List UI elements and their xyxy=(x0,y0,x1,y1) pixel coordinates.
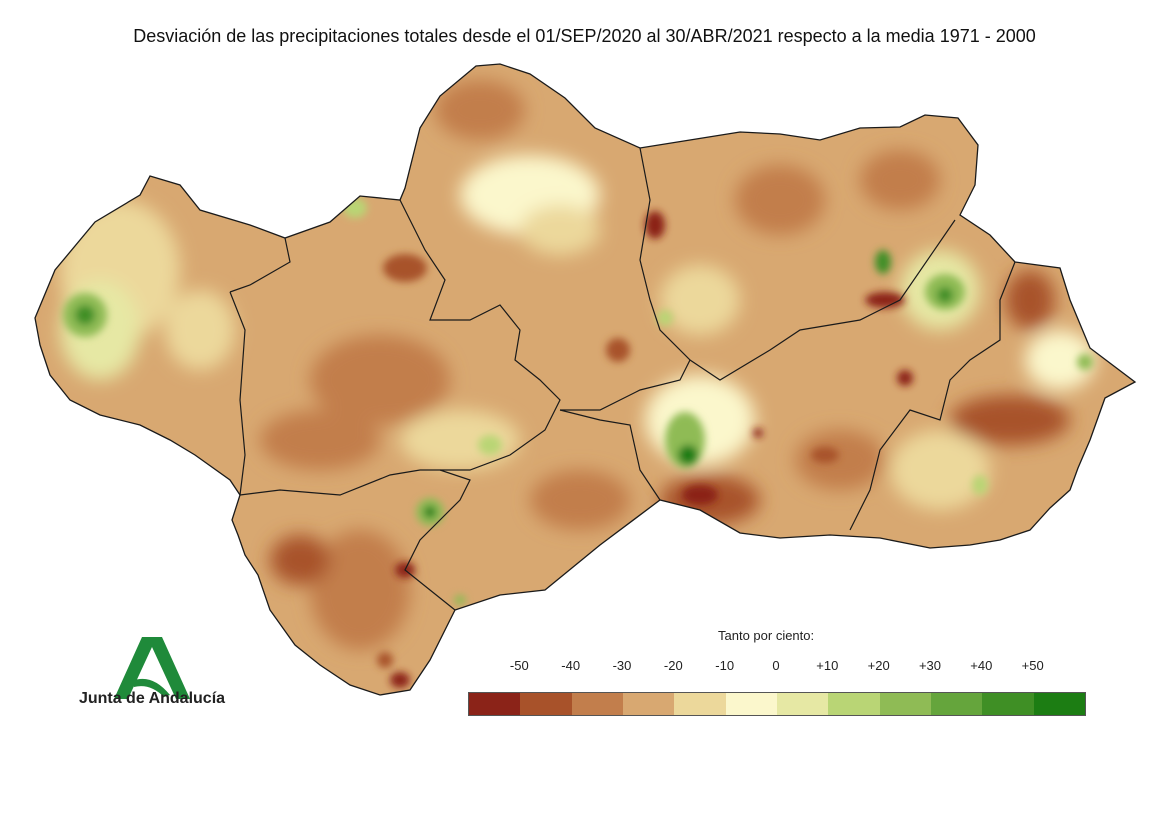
province-borders xyxy=(229,147,1016,611)
legend-swatch-10 xyxy=(982,693,1034,715)
logo-text: Junta de Andalucía xyxy=(78,690,226,707)
legend-color-bar xyxy=(468,692,1086,716)
junta-logo-icon xyxy=(114,637,190,699)
legend-swatch-1 xyxy=(520,693,572,715)
legend-tick-label: -40 xyxy=(561,658,581,673)
legend-swatch-6 xyxy=(776,693,829,715)
legend-tick-label: -20 xyxy=(663,658,683,673)
legend-tick-label: -30 xyxy=(612,658,632,673)
logo-swoosh xyxy=(132,678,170,697)
jaen-granada-border xyxy=(689,219,956,381)
legend-swatch-9 xyxy=(930,693,983,715)
legend-swatch-11 xyxy=(1033,693,1085,715)
legend-swatch-2 xyxy=(571,693,623,715)
legend-tick-label: -50 xyxy=(509,658,529,673)
huelva-sevilla-border xyxy=(229,237,291,496)
granada-almeria-border xyxy=(849,261,1016,531)
legend-swatch-7 xyxy=(828,693,880,715)
cordoba-malaga-border xyxy=(559,409,661,501)
legend-title: Tanto por ciento: xyxy=(718,628,815,643)
sevilla-cadiz-border xyxy=(239,469,471,611)
legend-swatch-8 xyxy=(879,693,931,715)
legend-swatch-0 xyxy=(469,693,521,715)
legend-tick-label: +50 xyxy=(1021,658,1044,673)
legend-tick-label: -10 xyxy=(715,658,735,673)
legend-tick-label: +10 xyxy=(816,658,839,673)
legend-swatch-3 xyxy=(622,693,675,715)
map-title: Desviación de las precipitaciones totale… xyxy=(133,26,1036,46)
legend-tick-label: +20 xyxy=(867,658,890,673)
legend-swatch-4 xyxy=(674,693,726,715)
legend-tick-label: +30 xyxy=(918,658,942,673)
legend-tick-label: +40 xyxy=(970,658,993,673)
sevilla-cordoba-border xyxy=(399,199,561,471)
legend-tick-label: 0 xyxy=(772,658,780,673)
legend-swatch-5 xyxy=(725,693,777,715)
cordoba-jaen-border xyxy=(560,147,691,411)
